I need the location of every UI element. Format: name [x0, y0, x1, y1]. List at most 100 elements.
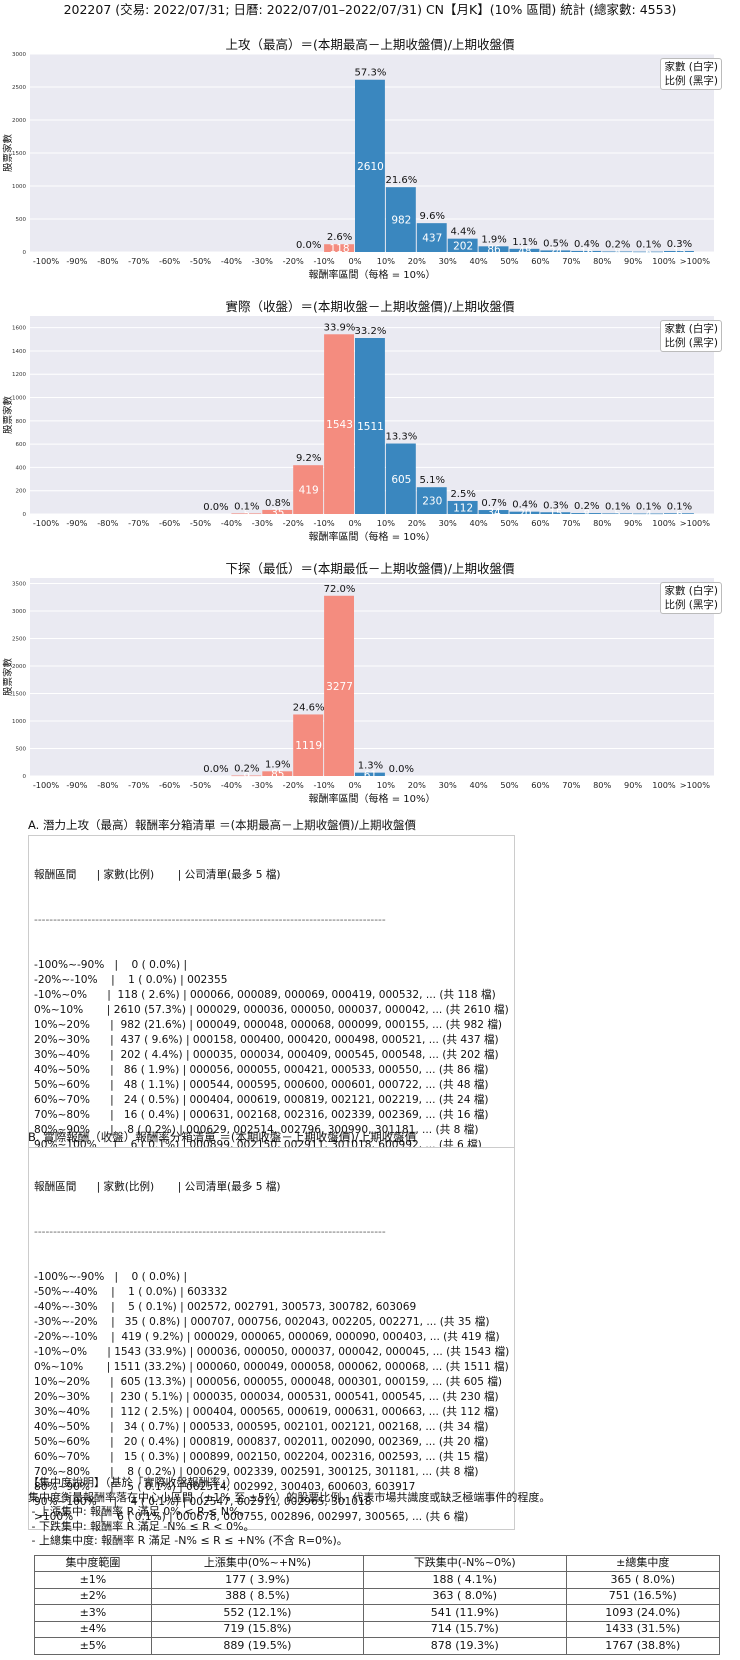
list-separator: ----------------------------------------…: [34, 913, 386, 926]
x-tick-label: -30%: [252, 256, 273, 266]
x-axis-label: 報酬率區間（每格 = 10%）: [309, 792, 436, 805]
x-tick-label: 70%: [562, 780, 580, 790]
concentration-bullet: - 下跌集中: 報酬率 R 滿足 -N% ≤ R < 0%。: [28, 1519, 255, 1533]
y-tick-label: 0: [23, 512, 27, 518]
list-row: 50%~60% | 20 ( 0.4%) | 000819, 000837, 0…: [34, 1435, 489, 1448]
bar-count-label: 419: [299, 485, 319, 497]
y-tick-label: 1000: [12, 396, 26, 402]
bar-count-label: 61: [364, 769, 377, 781]
bar-pct-label: 2.6%: [327, 232, 352, 243]
table-row: ±5% 889 (19.5%) 878 (19.3%) 1767 (38.8%): [34, 1637, 721, 1655]
bar-pct-label: 33.2%: [355, 326, 387, 337]
chart-title: 上攻（最高）＝(本期最高－上期收盤價)/上期收盤價: [226, 37, 515, 52]
y-axis-label: 股票家數: [2, 658, 14, 697]
bar: [355, 79, 385, 252]
legend-line-ratio: 比例 (黑字): [664, 599, 718, 611]
bar-pct-label: 0.8%: [265, 498, 290, 509]
table-cell: 363 ( 8.0%): [363, 1587, 567, 1605]
x-tick-label: -50%: [190, 780, 211, 790]
table-cell: 188 ( 4.1%): [363, 1571, 567, 1589]
list-row: >100% | 6 ( 0.1%) | 000678, 000755, 0028…: [34, 1510, 469, 1523]
bar: [262, 509, 293, 514]
x-tick-label: -80%: [97, 518, 118, 528]
x-tick-label: 60%: [531, 518, 549, 528]
bar-count-label: 20: [518, 508, 531, 520]
bar-pct-label: 0.1%: [636, 240, 661, 251]
x-tick-label: 80%: [593, 256, 611, 266]
bar-count-label: 230: [422, 496, 442, 508]
bar: [231, 775, 262, 777]
table-cell: 552 (12.1%): [150, 1604, 365, 1622]
bar-pct-label: 1.9%: [481, 234, 506, 245]
bar-pct-label: 0.2%: [605, 239, 630, 250]
x-tick-label: 90%: [624, 780, 642, 790]
x-tick-label: 30%: [439, 518, 457, 528]
list-header: 報酬區間 | 家數(比例) | 公司清單(最多 5 檔): [34, 868, 281, 881]
bar: [633, 251, 663, 253]
bar-count-label: 9: [244, 771, 251, 783]
section-a-list: 報酬區間 | 家數(比例) | 公司清單(最多 5 檔) -----------…: [28, 834, 515, 1173]
bar-pct-label: 0.0%: [203, 502, 228, 513]
table-cell: 889 (19.5%): [150, 1637, 365, 1655]
list-row: 70%~80% | 8 ( 0.2%) | 000629, 002339, 00…: [34, 1465, 479, 1478]
bar-pct-label: 72.0%: [324, 584, 356, 595]
bar-count-label: 202: [453, 240, 473, 252]
chart-close-svg: 實際（收盤）＝(本期收盤－上期收盤價)/上期收盤價 0 200 400 600 800 10…: [2, 299, 714, 543]
bar-count-label: 8: [614, 247, 621, 259]
concentration-desc: 集中度衡量報酬率落在中心小區間（±1% 至 ±5%）的股票比例，代表市場共識度或…: [28, 1490, 551, 1504]
bar-count-label: 34: [487, 507, 501, 519]
x-tick-label: 10%: [377, 780, 395, 790]
list-row: -100%~-90% | 0 ( 0.0%) |: [34, 958, 188, 971]
x-tick-label: -60%: [159, 780, 180, 790]
table-cell: 878 (19.3%): [363, 1637, 567, 1655]
list-row: -20%~-10% | 1 ( 0.0%) | 002355: [34, 973, 228, 986]
section-b-title: B. 實際報酬（收盤）報酬率分箱清單 ＝(本期收盤－上期收盤價)/上期收盤價: [28, 1130, 417, 1144]
list-row: 90%~100% | 4 ( 0.1%) | 002547, 002911, 0…: [34, 1495, 372, 1508]
y-tick-label: 800: [16, 419, 27, 425]
x-tick-label: -20%: [283, 256, 304, 266]
x-tick-label: -40%: [221, 518, 242, 528]
section-a: A. 潛力上攻（最高）報酬率分箱清單 ＝(本期最高－上期收盤價)/上期收盤價 報…: [28, 818, 515, 1173]
bar: [293, 714, 324, 776]
concentration-table: 集中度範圍 上漲集中(0%~+N%) 下跌集中(-N%~0%) ±總集中度 ±1% 17…: [34, 1554, 721, 1655]
bar-pct-label: 9.6%: [420, 211, 445, 222]
list-row: -50%~-40% | 1 ( 0.0%) | 603332: [34, 1285, 228, 1298]
bar: [355, 772, 385, 776]
bar-pct-label: 24.6%: [293, 702, 325, 713]
concentration-table-body: ±1% 177 ( 3.9%) 188 ( 4.1%) 365 ( 8.0%) ±2% 3…: [34, 1571, 721, 1655]
table-cell: 1433 (31.5%): [565, 1620, 721, 1638]
bar-count-label: 15: [673, 247, 686, 259]
y-axis-label: 股票家數: [2, 396, 14, 435]
bar-pct-label: 0.0%: [389, 764, 414, 775]
list-row: 70%~80% | 16 ( 0.4%) | 000631, 002168, 0…: [34, 1108, 489, 1121]
bar: [664, 251, 694, 252]
chart-downside: 下探（最低）＝(本期最低－上期收盤價)/上期收盤價 0 500 1000 1500 200…: [0, 560, 740, 822]
legend-line-count: 家數 (白字): [664, 323, 718, 335]
list-row: 10%~20% | 982 (21.6%) | 000049, 000048, …: [34, 1018, 503, 1031]
bar-pct-label: 4.4%: [450, 227, 475, 238]
x-tick-label: -90%: [66, 256, 87, 266]
bar-count-label: 16: [580, 246, 594, 258]
bar-pct-label: 57.3%: [355, 68, 387, 79]
x-tick-label: 100%: [652, 518, 676, 528]
bar-count-label: 5: [244, 509, 251, 521]
x-tick-label: 40%: [469, 256, 487, 266]
list-row: 10%~20% | 605 (13.3%) | 000056, 000055, …: [34, 1375, 503, 1388]
bar-pct-label: 33.9%: [324, 322, 356, 333]
chart-title: 實際（收盤）＝(本期收盤－上期收盤價)/上期收盤價: [226, 299, 515, 314]
bar-pct-label: 1.9%: [265, 759, 290, 770]
bar-pct-label: 0.3%: [667, 239, 692, 250]
concentration-bullets: - 上漲集中: 報酬率 R 滿足 0% < R ≤ N%。 - 下跌集中: 報酬…: [28, 1505, 718, 1549]
x-tick-label: 50%: [500, 518, 518, 528]
table-row: ±4% 719 (15.8%) 714 (15.7%) 1433 (31.5%): [34, 1620, 721, 1638]
bar: [324, 595, 354, 776]
list-row: 80%~90% | 5 ( 0.1%) | 002514, 002992, 30…: [34, 1480, 416, 1493]
bar: [571, 250, 602, 252]
x-tick-label: 80%: [593, 780, 611, 790]
list-row: 40%~50% | 34 ( 0.7%) | 000533, 000595, 0…: [34, 1420, 489, 1433]
x-tick-label: -90%: [66, 518, 87, 528]
x-tick-label: 40%: [469, 780, 487, 790]
table-header-cell: ±總集中度: [565, 1554, 721, 1572]
list-row: 20%~30% | 437 ( 9.6%) | 000158, 000400, …: [34, 1033, 499, 1046]
plot-area: [30, 578, 714, 776]
